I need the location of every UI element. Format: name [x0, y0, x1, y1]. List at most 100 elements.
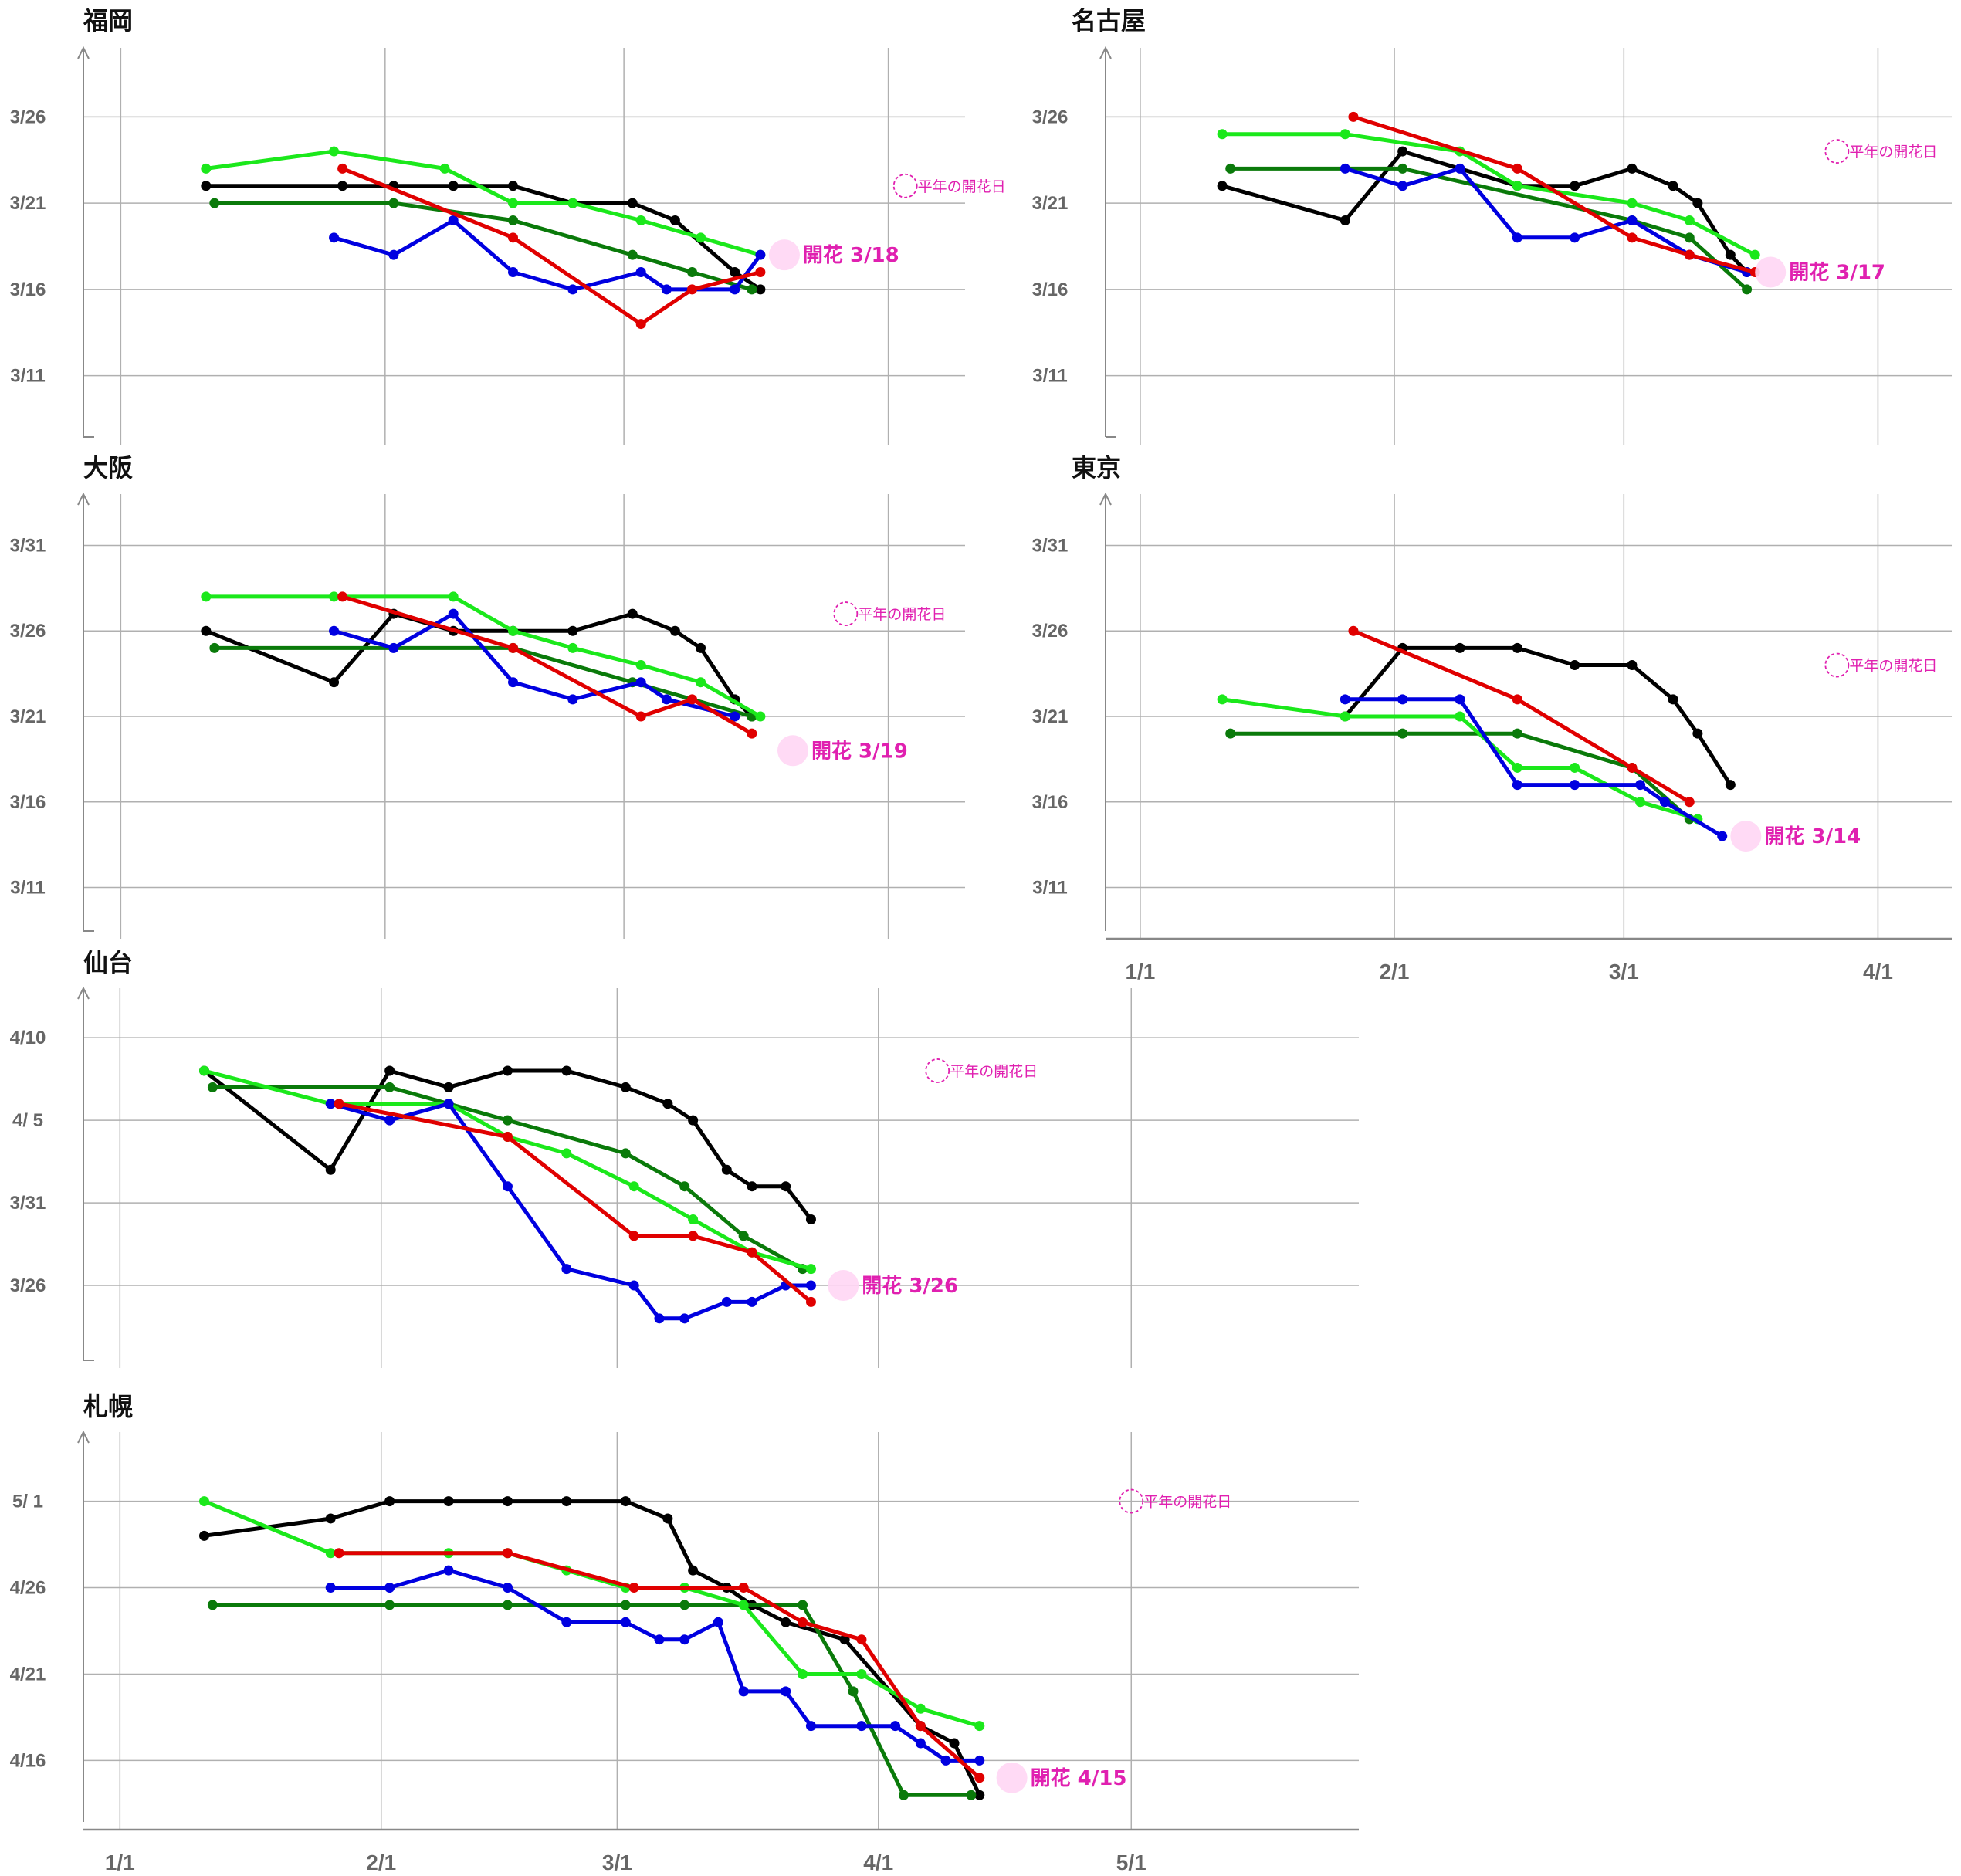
series-point — [798, 1668, 808, 1679]
series-point — [502, 1065, 513, 1076]
series-point — [1512, 694, 1522, 705]
x-tick-label: 1/1 — [105, 1851, 135, 1874]
series-point — [679, 1634, 690, 1645]
normal-marker — [892, 173, 918, 198]
series-point — [1340, 215, 1350, 225]
y-tick-label: 3/21 — [1032, 193, 1069, 214]
y-tick-label: 3/26 — [1032, 107, 1069, 127]
series-point — [805, 1296, 816, 1307]
series-point — [201, 163, 212, 174]
series-point — [628, 1280, 639, 1291]
series-point — [567, 625, 578, 636]
series-point — [738, 1600, 749, 1610]
series-point — [1512, 728, 1522, 739]
series-point — [384, 1496, 395, 1507]
series-point — [798, 1600, 808, 1610]
y-tick-label: 3/16 — [10, 792, 46, 813]
chart-panel: 仙台 3/26 3/31 4/ 5 4/10 開花 3/26 平年の開花日 — [10, 948, 1359, 1368]
normal-label: 平年の開花日 — [918, 178, 1006, 195]
series-point — [1512, 232, 1522, 243]
series-point — [738, 1231, 749, 1241]
series-point — [1570, 181, 1580, 191]
series-point — [1217, 181, 1228, 191]
series-point — [325, 1164, 336, 1175]
series-line — [204, 594, 763, 719]
series-point — [635, 711, 646, 722]
series-point — [620, 1617, 631, 1627]
normal-marker — [1824, 652, 1850, 678]
series-point — [755, 249, 766, 260]
x-tick-label: 4/1 — [863, 1851, 893, 1874]
series-point — [635, 677, 646, 688]
y-tick-label: 3/26 — [10, 107, 46, 127]
series-point — [508, 267, 519, 278]
series-point — [207, 1600, 218, 1610]
series-point — [747, 1296, 757, 1307]
series-point — [627, 198, 638, 208]
series-point — [1635, 797, 1646, 808]
series-point — [1692, 198, 1703, 208]
series-line — [1228, 731, 1692, 821]
series-point — [755, 267, 766, 278]
normal-label: 平年の開花日 — [1849, 658, 1937, 675]
series-point — [747, 1247, 757, 1258]
series-line — [202, 1068, 813, 1272]
series-point — [567, 198, 578, 208]
series-point — [448, 608, 459, 619]
series-point — [856, 1668, 867, 1679]
series-point — [1684, 232, 1695, 243]
series-point — [198, 1530, 209, 1541]
series-line — [1220, 132, 1757, 257]
series-point — [805, 1214, 816, 1224]
series-point — [662, 1513, 673, 1524]
series-point — [730, 711, 740, 722]
series-point — [508, 198, 519, 208]
panel-title: 札幌 — [83, 1392, 133, 1421]
series-point — [730, 267, 740, 278]
series-point — [738, 1686, 749, 1697]
chart-panel: 札幌 1/1 2/1 3/1 4/1 5/1 4/16 4/21 4/26 5/ 1 開花 4/15… — [10, 1392, 1359, 1874]
series-point — [1455, 711, 1465, 722]
series-point — [1570, 780, 1580, 791]
series-point — [1512, 780, 1522, 791]
series-point — [688, 1231, 699, 1241]
y-tick-label: 3/11 — [10, 366, 45, 387]
series-point — [439, 163, 450, 174]
series-point — [1455, 163, 1465, 174]
series-point — [627, 608, 638, 619]
series-point — [1225, 163, 1236, 174]
series-point — [1684, 215, 1695, 225]
series-point — [443, 1496, 454, 1507]
x-tick-label: 5/1 — [1116, 1851, 1146, 1874]
series-point — [966, 1790, 977, 1800]
series-line — [202, 1499, 982, 1797]
series-point — [1749, 249, 1760, 260]
series-point — [661, 284, 672, 295]
series-point — [334, 1099, 344, 1109]
x-tick-label: 3/1 — [602, 1851, 632, 1874]
series-point — [325, 1548, 336, 1559]
y-tick-label: 4/16 — [10, 1750, 46, 1771]
series-point — [1570, 762, 1580, 773]
series-point — [1692, 728, 1703, 739]
series-point — [1627, 762, 1638, 773]
chart-panel: 名古屋 3/11 3/16 3/21 3/26 開花 3/17 平年の開花日 — [1032, 6, 1952, 445]
series-point — [1725, 249, 1736, 260]
bloom-label: 開花 4/15 — [1031, 1767, 1127, 1790]
series-point — [747, 728, 757, 739]
series-point — [329, 625, 340, 636]
series-line — [337, 1102, 813, 1304]
series-point — [1725, 780, 1736, 791]
series-point — [1340, 129, 1350, 140]
series-point — [1570, 232, 1580, 243]
series-point — [561, 1617, 572, 1627]
series-point — [198, 1065, 209, 1076]
panel-title: 東京 — [1072, 453, 1121, 483]
series-point — [1668, 181, 1678, 191]
series-point — [679, 1313, 690, 1324]
series-line — [204, 184, 763, 292]
series-point — [628, 1181, 639, 1192]
series-point — [1512, 163, 1522, 174]
series-point — [1635, 780, 1646, 791]
series-point — [949, 1738, 960, 1749]
